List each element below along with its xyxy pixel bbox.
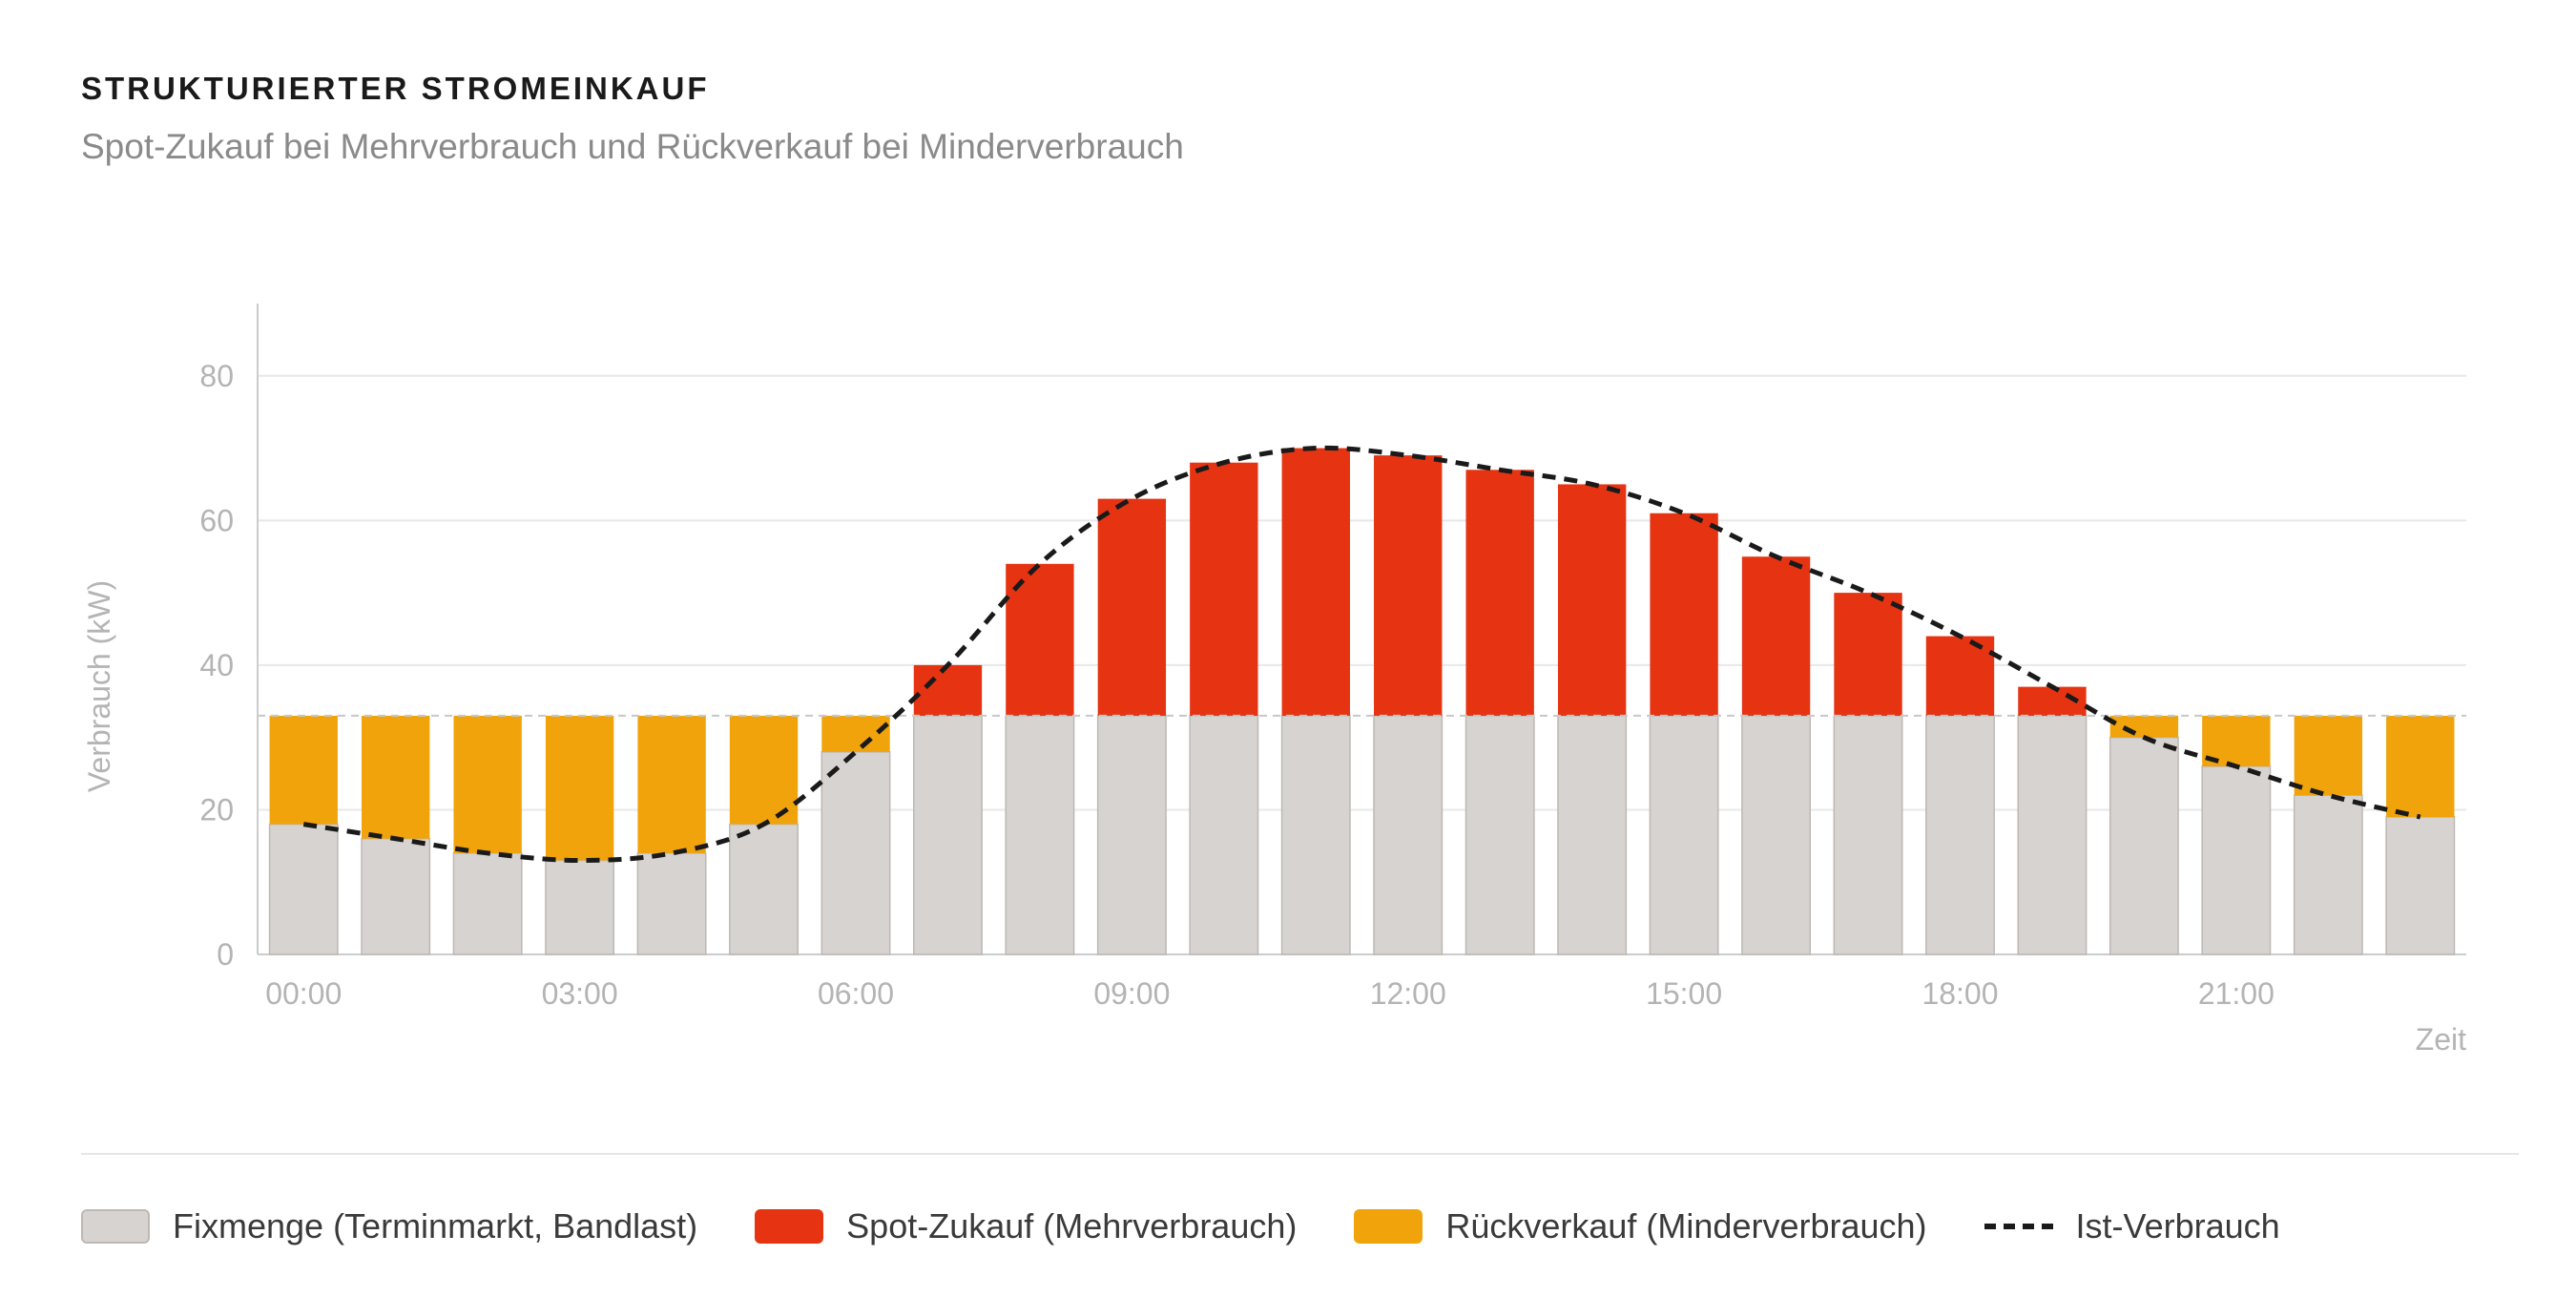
bar-fix-3 — [545, 859, 615, 955]
bar-rueck-20 — [2109, 715, 2179, 738]
bar-rueck-1 — [361, 715, 430, 839]
x-tick-label-1500: 15:00 — [1646, 976, 1722, 1011]
bar-fix-22 — [2293, 794, 2363, 955]
bar-fix-6 — [821, 751, 891, 955]
bar-rueck-6 — [821, 715, 890, 752]
chart-subtitle: Spot-Zukauf bei Mehrverbrauch und Rückve… — [81, 127, 1184, 166]
bar-fix-0 — [268, 823, 339, 955]
bar-rueck-0 — [269, 715, 338, 825]
bar-fix-16 — [1741, 715, 1812, 955]
bar-fix-9 — [1096, 715, 1167, 955]
x-tick-label-0300: 03:00 — [542, 976, 618, 1011]
bar-spot-13 — [1465, 470, 1534, 716]
x-tick-label-0600: 06:00 — [818, 976, 894, 1011]
bar-spot-10 — [1190, 462, 1258, 716]
bar-fix-8 — [1005, 715, 1075, 955]
y-tick-label-60: 60 — [199, 503, 234, 537]
bar-spot-14 — [1557, 484, 1627, 716]
y-tick-label-20: 20 — [199, 792, 234, 827]
legend: Fixmenge (Terminmarkt, Bandlast) Spot-Zu… — [81, 1203, 2337, 1250]
legend-label-rueck: Rückverkauf (Minderverbrauch) — [1445, 1206, 1927, 1246]
bar-fix-1 — [361, 838, 431, 955]
bar-spot-9 — [1097, 498, 1167, 716]
legend-item-fix[interactable]: Fixmenge (Terminmarkt, Bandlast) — [81, 1206, 697, 1246]
bar-fix-17 — [1833, 715, 1903, 955]
bar-spot-11 — [1281, 448, 1350, 716]
bar-fix-10 — [1189, 715, 1259, 955]
y-tick-label-80: 80 — [199, 359, 234, 393]
bar-fix-11 — [1280, 715, 1351, 955]
bar-fix-14 — [1557, 715, 1628, 955]
bar-fix-13 — [1465, 715, 1535, 955]
bar-fix-23 — [2385, 816, 2456, 955]
bar-spot-16 — [1741, 556, 1811, 716]
legend-label-spot: Spot-Zukauf (Mehrverbrauch) — [846, 1206, 1298, 1246]
bar-fix-15 — [1649, 715, 1719, 955]
bar-rueck-3 — [545, 715, 614, 861]
x-tick-label-0000: 00:00 — [265, 976, 342, 1011]
legend-item-line[interactable]: Ist-Verbrauch — [1984, 1206, 2280, 1246]
legend-item-spot[interactable]: Spot-Zukauf (Mehrverbrauch) — [755, 1206, 1297, 1246]
bar-rueck-23 — [2386, 715, 2455, 818]
legend-swatch-fix — [81, 1209, 150, 1244]
x-tick-label-2100: 21:00 — [2198, 976, 2275, 1011]
legend-swatch-rueck — [1354, 1209, 1423, 1244]
bar-rueck-4 — [637, 715, 706, 853]
x-tick-label-1800: 18:00 — [1922, 976, 1998, 1011]
legend-label-fix: Fixmenge (Terminmarkt, Bandlast) — [173, 1206, 698, 1246]
chart-area: 0 20 40 60 80 Verbrauch (kW) 00:00 03:00 06:00 09… — [82, 304, 2466, 1057]
x-tick-label-0900: 09:00 — [1093, 976, 1170, 1011]
y-tick-label-40: 40 — [199, 648, 234, 682]
legend-swatch-spot — [755, 1209, 824, 1244]
bar-fix-20 — [2109, 736, 2179, 955]
chart-title: STRUKTURIERTER STROMEINKAUF — [81, 71, 710, 106]
bar-fix-4 — [636, 852, 707, 955]
bar-fix-21 — [2201, 765, 2272, 955]
legend-swatch-line — [1984, 1224, 2053, 1229]
x-axis-title: Zeit — [2416, 1022, 2466, 1057]
y-tick-label-0: 0 — [217, 937, 234, 972]
bar-spot-17 — [1834, 593, 1902, 716]
bar-spot-7 — [913, 664, 983, 716]
bar-fix-7 — [912, 715, 983, 955]
bar-spot-15 — [1650, 513, 1718, 716]
bar-spot-18 — [1925, 636, 1995, 716]
bar-fix-5 — [729, 823, 799, 955]
bar-fix-2 — [452, 852, 523, 955]
bar-fix-19 — [2017, 715, 2088, 955]
bar-rueck-5 — [729, 715, 799, 825]
bar-rueck-22 — [2294, 715, 2363, 796]
ist-verbrauch-line — [302, 445, 2421, 863]
legend-label-line: Ist-Verbrauch — [2075, 1206, 2280, 1246]
legend-item-rueck[interactable]: Rückverkauf (Minderverbrauch) — [1354, 1206, 1927, 1246]
y-axis-title: Verbrauch (kW) — [82, 580, 116, 792]
bar-fix-12 — [1373, 715, 1444, 955]
bar-spot-12 — [1374, 455, 1443, 716]
bar-rueck-2 — [453, 715, 522, 853]
x-tick-label-1200: 12:00 — [1370, 976, 1446, 1011]
bar-fix-18 — [1925, 715, 1995, 955]
legend-divider — [81, 1153, 2519, 1155]
